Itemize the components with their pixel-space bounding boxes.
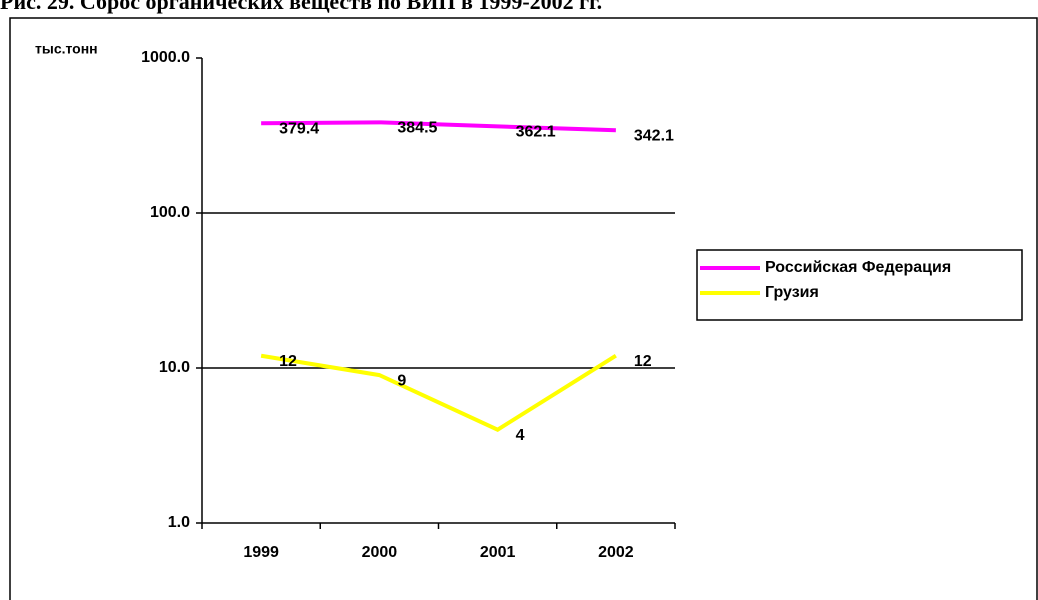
y-tick-label: 1000.0 xyxy=(141,49,190,66)
data-label: 4 xyxy=(516,427,525,444)
x-tick-label: 2001 xyxy=(480,544,516,561)
chart-frame xyxy=(9,17,1038,600)
x-tick-label: 2002 xyxy=(598,544,634,561)
y-axis-label: тыс.тонн xyxy=(35,41,98,57)
legend-box xyxy=(696,249,1023,321)
series-line xyxy=(260,353,617,432)
y-tick-label: 10.0 xyxy=(159,359,190,376)
data-label: 12 xyxy=(634,353,652,370)
legend-label: Грузия xyxy=(765,284,819,301)
data-label: 379.4 xyxy=(279,120,319,137)
y-tick-label: 1.0 xyxy=(168,514,190,531)
data-label: 342.1 xyxy=(634,127,674,144)
chart-title: Рис. 29. Сброс органических веществ по В… xyxy=(0,0,602,14)
data-label: 12 xyxy=(279,353,297,370)
data-label: 9 xyxy=(397,372,406,389)
legend-label: Российская Федерация xyxy=(765,259,951,276)
y-tick-label: 100.0 xyxy=(150,204,190,221)
data-label: 384.5 xyxy=(397,120,437,137)
series-line xyxy=(261,120,616,133)
data-label: 362.1 xyxy=(516,124,556,141)
x-tick-label: 1999 xyxy=(243,544,279,561)
x-tick-label: 2000 xyxy=(362,544,398,561)
